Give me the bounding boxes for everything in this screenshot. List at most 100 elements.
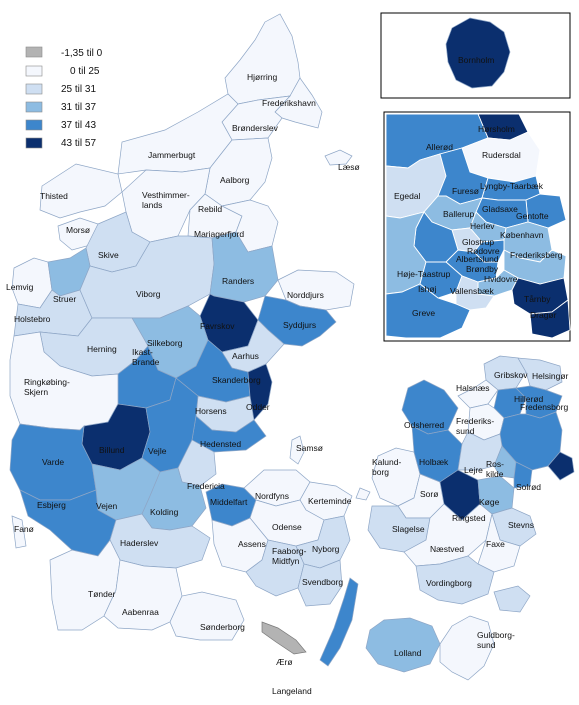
municipality-label: Aalborg — [220, 175, 250, 185]
municipality-amager — [547, 451, 575, 481]
municipality-label: Fredericia — [187, 481, 225, 491]
municipality-label: Halsnæs — [456, 383, 490, 393]
municipality-label: Hjørring — [247, 72, 277, 82]
municipality-label: Langeland — [272, 686, 312, 696]
municipality-langeland — [319, 577, 359, 667]
municipality-vordingborg — [415, 555, 495, 605]
municipality-label: Ærø — [276, 657, 293, 667]
municipality-label: Esbjerg — [37, 500, 66, 510]
municipality-label: Læsø — [338, 162, 360, 172]
municipality-label: Norddjurs — [287, 290, 324, 300]
municipality-label: Fredensborg — [520, 402, 568, 412]
legend-label-5: 43 til 57 — [61, 138, 96, 149]
legend-swatch-5 — [25, 137, 43, 149]
municipality-bornholm — [445, 17, 511, 89]
legend: -1,35 til 0 0 til 25 25 til 31 31 til 37… — [25, 46, 103, 149]
legend-swatch-2 — [25, 83, 43, 95]
inset-municipality-label: Gladsaxe — [482, 204, 518, 214]
municipality-label: Frederiks-sund — [456, 416, 494, 436]
municipality-label: Frederikshavn — [262, 98, 316, 108]
municipality-label: Thisted — [40, 191, 68, 201]
municipality-label: Ringkøbing-Skjern — [24, 377, 70, 397]
municipality-label: Fanø — [14, 524, 34, 534]
inset-municipality-label: Rudersdal — [482, 150, 521, 160]
municipality-label: Ringsted — [452, 513, 486, 523]
inset-municipality-label: Furesø — [452, 186, 479, 196]
inset-dragor — [529, 299, 571, 339]
municipality-label: Holstebro — [14, 314, 51, 324]
municipality-label: Nyborg — [312, 544, 340, 554]
municipality-label: Næstved — [430, 544, 464, 554]
municipality-label: Stevns — [508, 520, 534, 530]
bornholm-label: Bornholm — [458, 55, 494, 65]
municipality-label: Holbæk — [419, 457, 449, 467]
legend-label-2: 25 til 31 — [61, 84, 96, 95]
municipality-thisted — [39, 163, 123, 219]
inset-municipality-label: Greve — [412, 308, 435, 318]
legend-label-0: -1,35 til 0 — [61, 48, 103, 59]
municipality-label: Varde — [42, 457, 64, 467]
municipality-label: Mariagerfjord — [194, 229, 244, 239]
municipality-label: Køge — [479, 497, 500, 507]
municipality-label: Middelfart — [210, 497, 248, 507]
municipality-label: Kerteminde — [308, 496, 352, 506]
municipality-label: Skive — [98, 250, 119, 260]
municipality-label: Samsø — [296, 443, 323, 453]
inset-municipality-label: Glostrup — [462, 237, 494, 247]
municipality-label: Herning — [87, 344, 117, 354]
municipality-label: Jammerbugt — [148, 150, 196, 160]
municipality-label: Randers — [222, 276, 254, 286]
inset-municipality-label: Albertslund — [456, 254, 499, 264]
legend-swatch-0 — [25, 46, 43, 58]
municipality-label: Billund — [99, 445, 125, 455]
inset-municipality-label: Herlev — [470, 221, 495, 231]
municipality-label: Horsens — [195, 406, 227, 416]
municipality-label: Kolding — [150, 507, 179, 517]
municipality-label: Tønder — [88, 589, 116, 599]
municipality-label: Guldborg-sund — [477, 630, 515, 650]
inset-municipality-label: Allerød — [426, 142, 453, 152]
municipality-label: Sorø — [420, 489, 438, 499]
inset-municipality-label: Hvidovre — [484, 274, 518, 284]
municipality-label: Lejre — [464, 465, 483, 475]
municipality-label: Kalund-borg — [372, 457, 401, 477]
inset-municipality-label: Egedal — [394, 191, 421, 201]
municipality-label: Vesthimmer-lands — [142, 190, 190, 210]
municipality-label: Odder — [246, 402, 270, 412]
inset-municipality-label: Ballerup — [443, 209, 474, 219]
municipality-label: Faxe — [486, 539, 505, 549]
municipality-label: Sønderborg — [200, 622, 245, 632]
municipality-label: Vejle — [148, 446, 167, 456]
municipality-label: Assens — [238, 539, 266, 549]
legend-swatch-4 — [25, 119, 43, 131]
region-funen — [205, 469, 359, 667]
inset-municipality-label: Lyngby-Taarbæk — [480, 181, 544, 191]
municipality-fano — [11, 515, 27, 549]
region-jutland — [9, 13, 355, 641]
inset-municipality-label: Høje-Taastrup — [397, 269, 451, 279]
municipality-label: Aarhus — [232, 351, 259, 361]
legend-label-4: 37 til 43 — [61, 120, 96, 131]
municipality-solrod — [513, 461, 533, 489]
municipality-label: Morsø — [66, 225, 90, 235]
municipality-label: Slagelse — [392, 524, 425, 534]
municipality-lolland — [365, 617, 441, 673]
municipality-label: Odense — [272, 522, 302, 532]
municipality-aero — [261, 621, 307, 655]
municipality-svendborg — [297, 559, 343, 607]
municipality-label: Faaborg-Midtfyn — [272, 546, 307, 566]
municipality-label: Syddjurs — [283, 320, 316, 330]
municipality-label: Hillerød — [514, 394, 544, 404]
map-labels: Hjørring Frederikshavn Brønderslev Læsø Jamm… — [6, 55, 569, 696]
inset-capital-map — [385, 113, 571, 339]
municipality-label: Ikast-Brande — [132, 347, 160, 367]
municipality-samso — [289, 435, 305, 465]
municipality-vordingborg-mon — [493, 585, 531, 613]
municipality-label: Struer — [53, 294, 76, 304]
legend-swatch-3 — [25, 101, 43, 113]
municipality-label: Vejen — [96, 501, 118, 511]
municipality-label: Silkeborg — [147, 338, 183, 348]
municipality-label: Odsherred — [404, 420, 444, 430]
municipality-label: Vordingborg — [426, 578, 472, 588]
